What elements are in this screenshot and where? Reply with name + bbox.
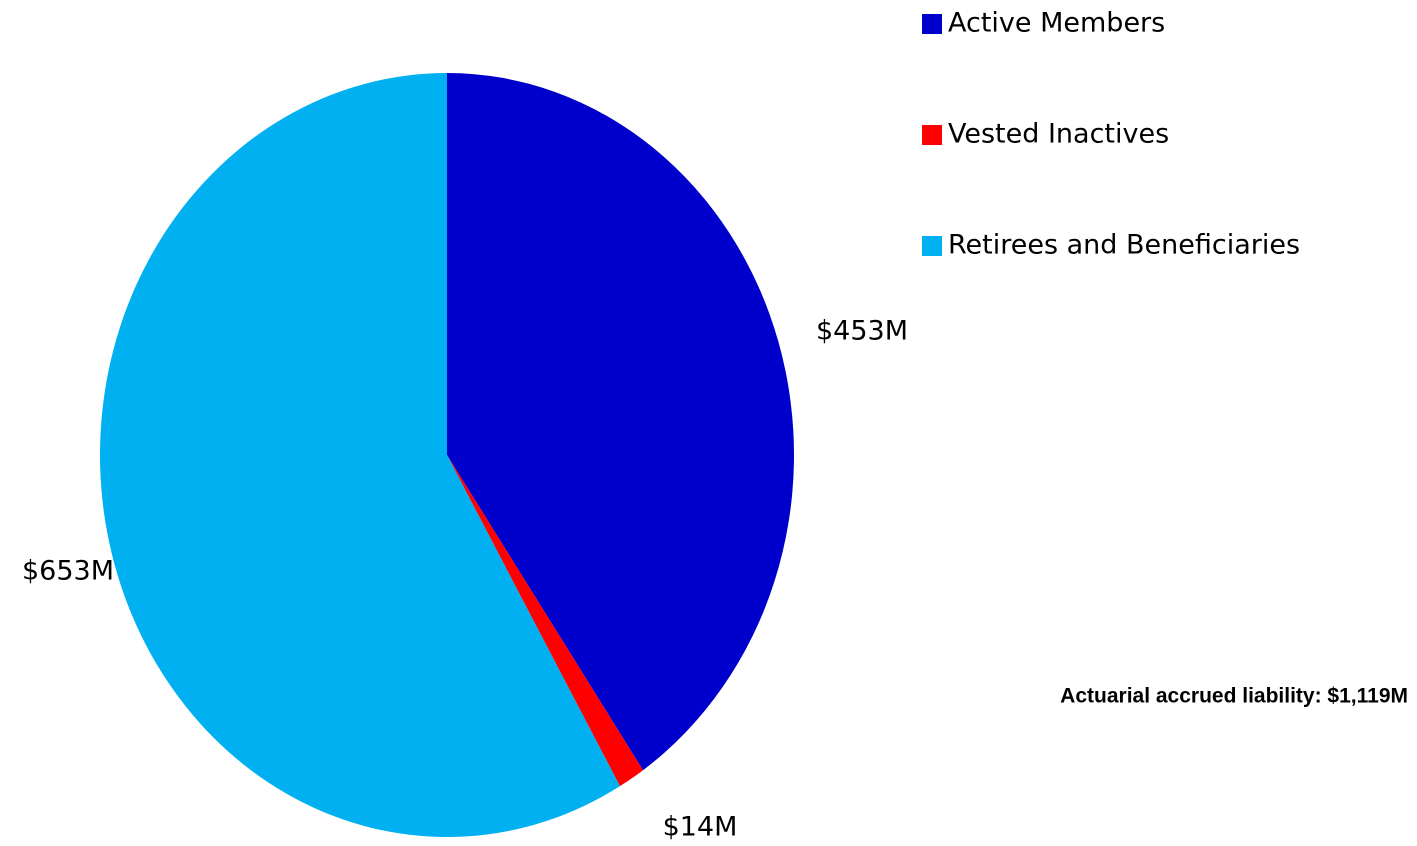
legend-label: Vested Inactives <box>948 119 1169 150</box>
data-label: $453M <box>816 316 908 347</box>
data-label: $14M <box>663 812 738 843</box>
legend-swatch <box>922 14 942 34</box>
pie-slice <box>447 455 644 787</box>
legend-swatch <box>922 236 942 256</box>
legend-label: Active Members <box>948 8 1165 39</box>
legend-label: Retirees and Beneficiaries <box>948 230 1300 261</box>
pie-slice <box>447 73 794 771</box>
annotation: Actuarial accrued liability: $1,119M <box>1060 685 1408 708</box>
data-label: $653M <box>22 556 114 587</box>
pie-slice <box>99 73 620 837</box>
legend-swatch <box>922 125 942 145</box>
